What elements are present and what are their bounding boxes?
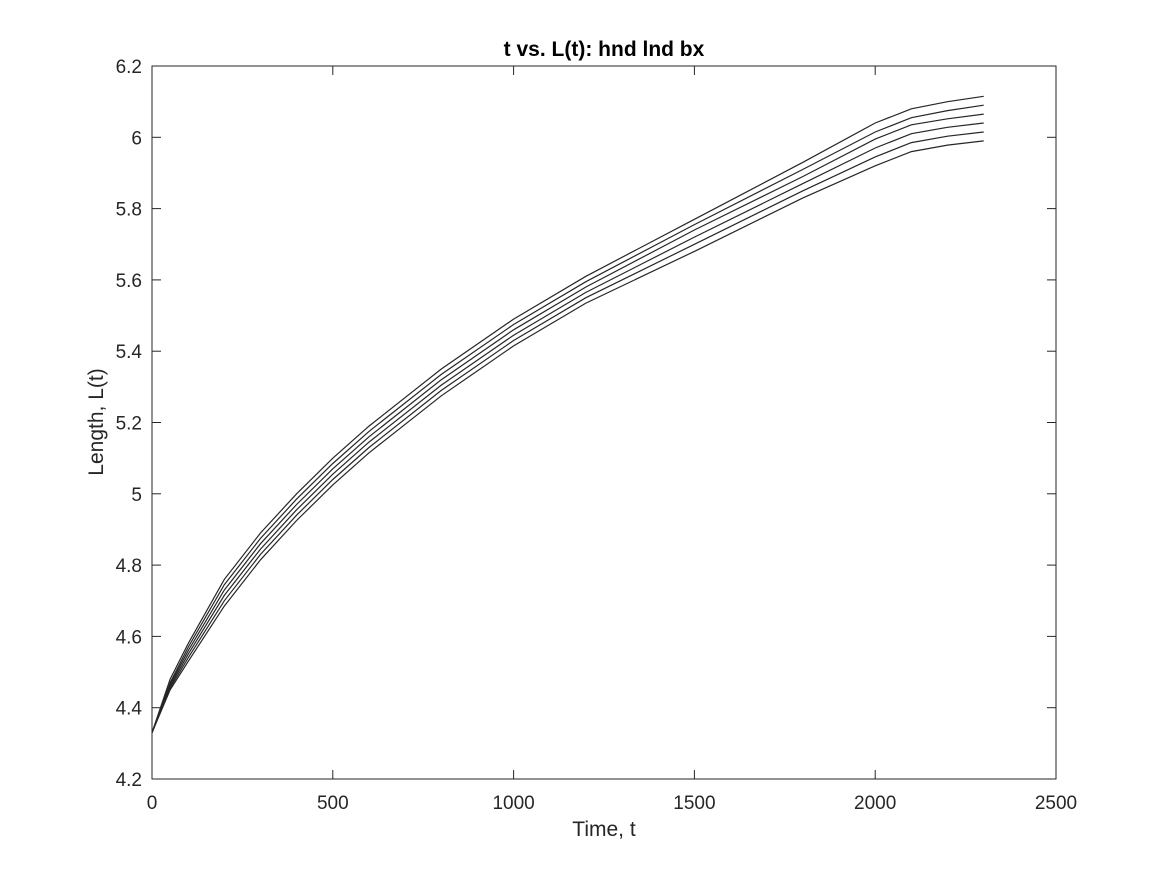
x-tick-label: 500	[317, 793, 349, 814]
y-tick-label: 4.8	[116, 556, 142, 577]
series-line-2	[151, 104, 984, 733]
x-tick-label: 1500	[673, 793, 715, 814]
y-tick-label: 5.2	[116, 414, 142, 435]
y-tick-label: 4.6	[116, 627, 142, 648]
series-line-5	[151, 131, 984, 733]
x-tick-label: 2000	[854, 793, 896, 814]
series-line-1	[151, 95, 984, 733]
x-axis-label: Time, t	[572, 818, 636, 841]
x-tick-label: 2500	[1035, 793, 1077, 814]
series-group	[151, 95, 984, 733]
y-axis: 4.2 4.4 4.6 4.8 5 5.2 5.4 5.6 5.8 6 6.2	[116, 57, 1056, 791]
chart-title: t vs. L(t): hnd lnd bx	[504, 38, 705, 61]
series-line-4	[151, 122, 984, 733]
y-tick-label: 5.6	[116, 271, 142, 292]
y-tick-label: 4.4	[116, 699, 143, 720]
y-tick-label: 6	[131, 128, 142, 149]
y-axis-label: Length, L(t)	[85, 368, 108, 475]
y-tick-label: 5	[131, 485, 142, 506]
y-tick-label: 4.2	[116, 770, 142, 791]
x-tick-label: 1000	[492, 793, 534, 814]
plot-area-box	[151, 65, 1057, 780]
y-tick-label: 5.8	[116, 200, 142, 221]
x-tick-label: 0	[147, 793, 158, 814]
series-line-6	[151, 140, 984, 733]
y-tick-label: 6.2	[116, 57, 142, 78]
y-tick-label: 5.4	[116, 342, 143, 363]
x-axis: 0 500 1000 1500 2000 2500	[147, 66, 1077, 814]
series-line-3	[151, 113, 984, 733]
